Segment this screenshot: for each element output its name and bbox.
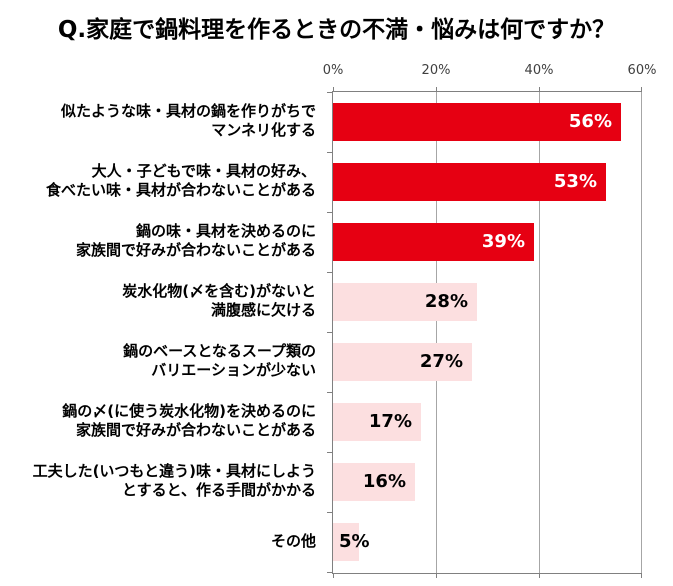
- bar-value-label: 27%: [419, 351, 463, 372]
- bar: 53%: [333, 163, 606, 201]
- category-label-line: 鍋の味・具材を決めるのに: [135, 222, 316, 240]
- bar-value-label: 16%: [362, 471, 406, 492]
- bar-value-label: 28%: [424, 291, 468, 312]
- category-axis-tick: [327, 452, 333, 453]
- bar: 5%: [333, 523, 370, 561]
- category-label: その他: [0, 511, 322, 571]
- category-label: 鍋の〆(に使う炭水化物)を決めるのに 家族間で好みが合わないことがある: [0, 391, 322, 451]
- category-label-line: バリエーションが少ない: [151, 361, 316, 379]
- x-axis-tick: [436, 573, 437, 578]
- category-axis-tick: [327, 92, 333, 93]
- category-label-line: 満腹感に欠ける: [210, 301, 316, 319]
- category-axis-tick: [327, 572, 333, 573]
- bar: 27%: [333, 343, 472, 381]
- x-axis-label: 40%: [524, 63, 554, 78]
- x-axis-tick: [333, 87, 334, 92]
- bar: 16%: [333, 463, 415, 501]
- category-label-line: 家族間で好みが合わないことがある: [75, 241, 316, 259]
- category-label: 似たような味・具材の鍋を作りがちで マンネリ化する: [0, 91, 322, 151]
- x-axis-label: 20%: [421, 63, 451, 78]
- category-label-line: 炭水化物(〆を含む)がないと: [122, 282, 316, 300]
- category-label-line: 鍋のベースとなるスープ類の: [123, 342, 316, 360]
- bar-value-label: 17%: [368, 411, 412, 432]
- category-label-line: とすると、作る手間がかかる: [122, 481, 316, 499]
- x-axis-tick: [539, 573, 540, 578]
- category-label-line: 工夫した(いつもと違う)味・具材にしよう: [32, 462, 316, 480]
- plot-area: 0% 20% 40% 60% 56% 53% 39% 28% 27% 17% 16% 5%: [323, 63, 656, 578]
- category-label-line: 似たような味・具材の鍋を作りがちで: [60, 102, 316, 120]
- bar-value-label: 5%: [339, 531, 370, 552]
- category-axis-tick: [327, 152, 333, 153]
- category-label-line: 大人・子どもで味・具材の好み、: [91, 162, 316, 180]
- chart-title: Q.家庭で鍋料理を作るときの不満・悩みは何ですか？: [57, 17, 616, 43]
- category-label: 工夫した(いつもと違う)味・具材にしよう とすると、作る手間がかかる: [0, 451, 322, 511]
- gridline: [641, 92, 642, 573]
- category-label-line: 家族間で好みが合わないことがある: [75, 421, 316, 439]
- bar-value-label: 39%: [481, 231, 525, 252]
- x-axis-label: 60%: [627, 63, 657, 78]
- bar-value-label: 56%: [568, 111, 612, 132]
- bar: 17%: [333, 403, 421, 441]
- category-label: 鍋のベースとなるスープ類の バリエーションが少ない: [0, 331, 322, 391]
- category-axis-tick: [327, 512, 333, 513]
- x-axis-tick: [333, 573, 334, 578]
- bar: 39%: [333, 223, 534, 261]
- category-label-line: 鍋の〆(に使う炭水化物)を決めるのに: [62, 402, 316, 420]
- category-axis-tick: [327, 392, 333, 393]
- category-label: 大人・子どもで味・具材の好み、 食べたい味・具材が合わないことがある: [0, 151, 322, 211]
- category-axis-tick: [327, 332, 333, 333]
- gridline: [539, 92, 540, 573]
- x-axis-label: 0%: [322, 63, 344, 78]
- bar: 28%: [333, 283, 477, 321]
- category-label: 炭水化物(〆を含む)がないと 満腹感に欠ける: [0, 271, 322, 331]
- category-axis-tick: [327, 212, 333, 213]
- category-label-line: 食べたい味・具材が合わないことがある: [45, 181, 316, 199]
- x-axis-tick: [641, 573, 642, 578]
- bar-value-label: 53%: [553, 171, 597, 192]
- category-axis-tick: [327, 272, 333, 273]
- x-axis-tick: [436, 87, 437, 92]
- gridline: [436, 92, 437, 573]
- category-label-line: その他: [270, 531, 316, 550]
- bar: 56%: [333, 103, 621, 141]
- x-axis-tick: [641, 87, 642, 92]
- category-label: 鍋の味・具材を決めるのに 家族間で好みが合わないことがある: [0, 211, 322, 271]
- category-label-line: マンネリ化する: [211, 121, 316, 139]
- x-axis-tick: [539, 87, 540, 92]
